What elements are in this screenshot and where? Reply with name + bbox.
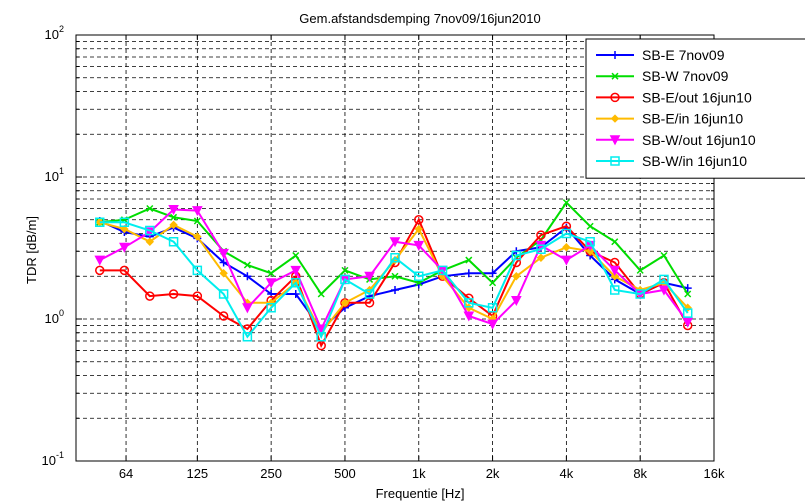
chart-title: Gem.afstandsdemping 7nov09/16jun2010 xyxy=(299,11,540,26)
x-tick-label: 125 xyxy=(186,466,208,481)
x-tick-label: 8k xyxy=(633,466,647,481)
legend: SB-E 7nov09 SB-W 7nov09 SB-E/out 16jun10 SB… xyxy=(586,39,805,178)
legend-label: SB-E 7nov09 xyxy=(642,47,725,63)
x-axis-label: Frequentie [Hz] xyxy=(376,486,465,501)
x-tick-label: 500 xyxy=(334,466,356,481)
x-tick-label: 1k xyxy=(412,466,426,481)
legend-label: SB-E/in 16jun10 xyxy=(642,111,743,127)
x-tick-label: 250 xyxy=(260,466,282,481)
x-tick-label: 64 xyxy=(119,466,133,481)
y-axis-label: TDR [dB/m] xyxy=(24,216,39,284)
x-tick-label: 4k xyxy=(560,466,574,481)
legend-label: SB-W/out 16jun10 xyxy=(642,132,756,148)
x-tick-label: 2k xyxy=(486,466,500,481)
x-tick-label: 16k xyxy=(704,466,725,481)
legend-label: SB-E/out 16jun10 xyxy=(642,89,752,105)
legend-label: SB-W 7nov09 xyxy=(642,68,729,84)
legend-label: SB-W/in 16jun10 xyxy=(642,153,747,169)
